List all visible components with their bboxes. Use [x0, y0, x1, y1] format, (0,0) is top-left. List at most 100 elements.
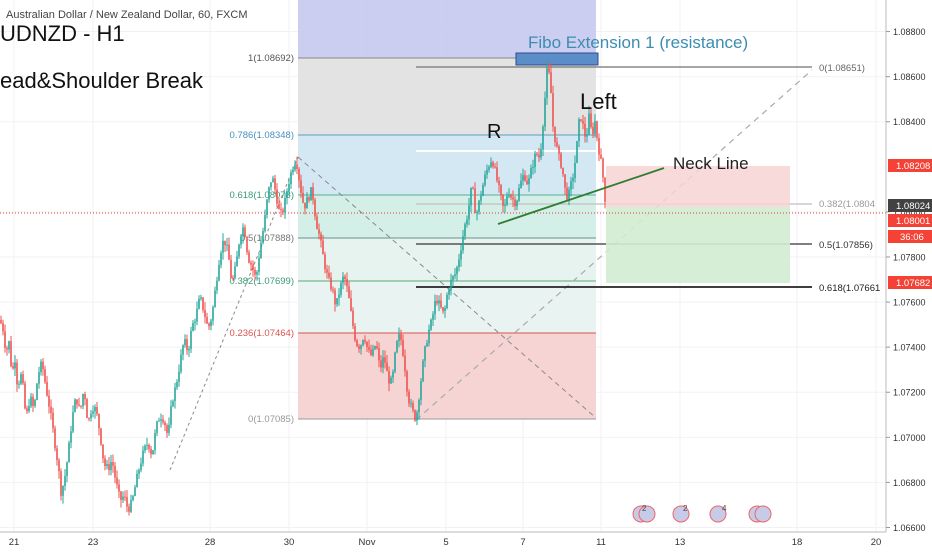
candle-body	[114, 465, 116, 478]
candle-body	[310, 187, 312, 201]
candle-body	[246, 237, 248, 253]
neck-line-label: Neck Line	[673, 154, 749, 173]
svg-text:2: 2	[642, 504, 647, 513]
candle-body	[418, 400, 420, 413]
candle-body	[410, 403, 412, 405]
fib-label-05: 0.5(1.07888)	[240, 233, 294, 244]
time-axis[interactable]: 21 23 28 30 Nov 5 7 11 13 18 20	[0, 531, 886, 550]
candle-body	[526, 180, 528, 185]
candle-body	[404, 355, 406, 372]
fibo-extension-marker[interactable]	[515, 52, 599, 66]
candle-body	[174, 387, 176, 402]
price-badge-stop: 1.08208	[888, 159, 932, 172]
candle-body	[110, 462, 112, 471]
candle-body	[64, 476, 66, 486]
time-tick-label: 13	[675, 537, 686, 548]
candle-body	[348, 286, 350, 299]
candle-body	[274, 178, 276, 190]
candle-body	[256, 271, 258, 275]
candle-body	[434, 300, 436, 315]
candle-body	[2, 323, 4, 332]
candle-body	[90, 413, 92, 419]
candle-body	[168, 424, 170, 433]
candle-body	[544, 97, 546, 127]
candle-body	[594, 121, 596, 134]
candle-body	[452, 276, 454, 280]
fib-retracement-zones	[297, 0, 597, 420]
candle-body	[314, 199, 316, 217]
candle-body	[356, 340, 358, 347]
candle-body	[352, 310, 354, 327]
candle-body	[62, 485, 64, 496]
candle-body	[510, 195, 512, 198]
candle-body	[422, 360, 424, 382]
candle-body	[330, 277, 332, 290]
candle-body	[378, 348, 380, 361]
candle-body	[362, 339, 364, 346]
svg-text:1.08024: 1.08024	[896, 201, 930, 212]
candle-body	[554, 126, 556, 143]
candle-body	[180, 354, 182, 372]
candle-body	[494, 166, 496, 168]
candle-body	[474, 188, 476, 213]
candle-body	[416, 412, 418, 421]
candle-body	[160, 419, 162, 421]
candle-body	[96, 406, 98, 414]
candle-body	[102, 444, 104, 459]
candle-body	[480, 195, 482, 201]
candle-body	[262, 231, 264, 243]
candle-body	[260, 242, 262, 259]
price-tick-label: 1.07800	[893, 252, 926, 262]
candle-body	[382, 357, 384, 368]
candle-body	[38, 372, 40, 384]
svg-text:1.07682: 1.07682	[896, 278, 930, 289]
candle-body	[188, 348, 190, 351]
candle-body	[582, 120, 584, 124]
price-tick-label: 1.08400	[893, 117, 926, 127]
candle-body	[302, 192, 304, 203]
candle-body	[454, 274, 456, 277]
candle-body	[84, 394, 86, 400]
price-badge-target: 1.07682	[888, 276, 932, 289]
neck-line[interactable]	[497, 167, 665, 225]
candle-body	[12, 366, 14, 369]
fib-label-0236: 0.236(1.07464)	[230, 328, 294, 339]
candle-body	[560, 153, 562, 168]
candle-body	[546, 68, 548, 98]
candle-body	[288, 183, 290, 192]
fib-ext-label-05: 0.5(1.07856)	[819, 240, 873, 251]
event-flag-icon: 4	[709, 504, 727, 523]
fib-zone-6	[298, 333, 596, 419]
candle-body	[22, 374, 24, 384]
candle-body	[460, 250, 462, 260]
candle-body	[252, 264, 254, 270]
candle-body	[466, 219, 468, 225]
candle-body	[342, 276, 344, 283]
position-tool[interactable]	[606, 166, 790, 283]
candle-body	[506, 196, 508, 205]
candle-body	[218, 264, 220, 281]
candle-body	[528, 178, 530, 185]
candle-body	[196, 308, 198, 322]
candle-body	[368, 347, 370, 350]
candle-body	[206, 316, 208, 324]
candle-body	[28, 406, 30, 412]
economic-events[interactable]: 2 2 4	[632, 504, 772, 523]
candle-body	[386, 362, 388, 372]
fib-label-0: 0(1.07085)	[248, 414, 294, 425]
candle-body	[228, 244, 230, 260]
candle-body	[134, 487, 136, 497]
time-tick-label: 20	[871, 537, 882, 548]
candle-body	[154, 432, 156, 451]
candle-body	[32, 396, 34, 406]
candle-body	[298, 169, 300, 181]
candle-body	[122, 496, 124, 500]
candle-body	[34, 399, 36, 406]
fib-ext-label-0382: 0.382(1.0804	[819, 199, 875, 210]
candle-body	[588, 113, 590, 135]
candle-body	[150, 448, 152, 455]
price-axis[interactable]: 1.08800 1.08600 1.08400 1.08000 1.07800 1.076…	[885, 0, 932, 533]
candle-body	[408, 391, 410, 404]
